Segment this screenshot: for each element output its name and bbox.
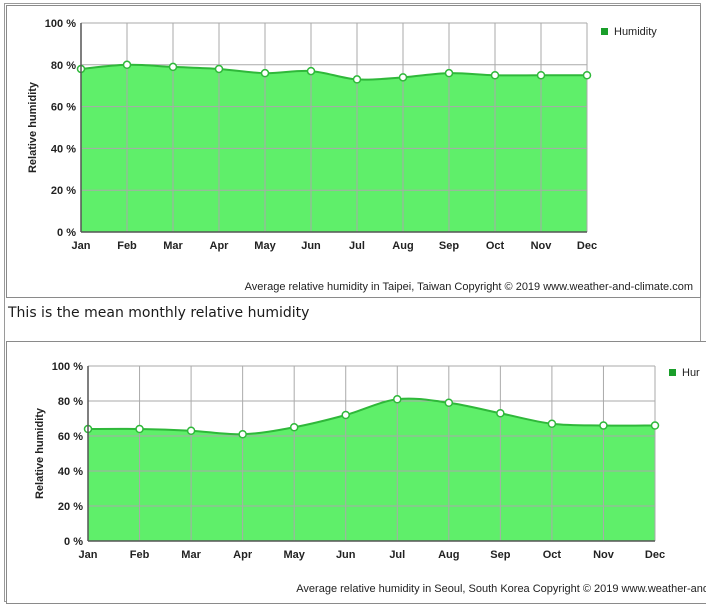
x-tick-label: Sep [490, 549, 510, 561]
data-point [582, 71, 592, 80]
x-tick-label: Jun [301, 240, 321, 252]
data-point [214, 64, 224, 74]
data-point [398, 73, 408, 82]
x-tick-label: Apr [210, 240, 230, 252]
taipei-humidity-chart-panel: 0 % 20 % 40 % 60 % 80 % 100 % Jan Feb Mar Apr May J… [6, 5, 701, 298]
y-tick-label: 80 % [58, 396, 83, 408]
x-tick-label: Oct [486, 240, 505, 252]
data-point [122, 60, 132, 70]
data-point [444, 398, 454, 407]
between-text: This is the mean monthly relative humidi… [8, 305, 310, 321]
data-point [289, 423, 299, 432]
caption-and-copyright: Average relative humidity in Taipei, Tai… [245, 281, 693, 293]
data-point [168, 62, 178, 72]
x-tick-label: Oct [543, 549, 562, 561]
humidity-line [87, 397, 656, 436]
x-tick-label: Sep [439, 240, 459, 252]
data-point [306, 66, 316, 76]
legend-label: Humidity [614, 26, 657, 38]
y-tick-label: 60 % [51, 102, 76, 114]
x-tick-label: Dec [577, 240, 597, 252]
x-tick-label: Dec [645, 549, 665, 561]
x-tick-label: Mar [163, 240, 183, 252]
y-tick-label: 60 % [58, 431, 83, 443]
y-tick-label: 20 % [51, 185, 76, 197]
data-point [260, 68, 270, 78]
x-tick-label: Feb [117, 240, 137, 252]
x-tick-label: Jan [79, 549, 98, 561]
data-point [186, 426, 196, 435]
data-point [341, 410, 350, 420]
x-tick-label: Aug [438, 549, 459, 561]
x-tick-label: Jul [349, 240, 365, 252]
y-tick-label: 100 % [45, 18, 76, 30]
x-tick-label: Nov [531, 240, 553, 252]
y-tick-label: 20 % [58, 501, 83, 513]
y-tick-label: 80 % [51, 60, 76, 72]
y-tick-label: 0 % [57, 227, 76, 239]
seoul-humidity-chart: 0 % 20 % 40 % 60 % 80 % 100 % Jan Feb Mar Apr May J… [34, 361, 706, 595]
x-tick-label: Feb [130, 549, 150, 561]
data-point [135, 424, 144, 434]
y-tick-label: 40 % [58, 466, 83, 478]
data-point [536, 71, 546, 80]
x-tick-label: Apr [233, 549, 253, 561]
y-tick-label: 100 % [52, 361, 83, 373]
legend-swatch [669, 369, 676, 376]
legend-label: Hur [682, 367, 700, 379]
data-point [444, 68, 454, 78]
x-tick-label: Jul [389, 549, 405, 561]
data-point [496, 409, 505, 418]
y-tick-label: 0 % [64, 536, 83, 548]
x-tick-label: Jun [336, 549, 356, 561]
x-tick-label: Jan [72, 240, 91, 252]
x-tick-label: May [283, 549, 305, 561]
data-point [393, 395, 402, 404]
data-point [238, 430, 247, 439]
x-tick-label: Aug [392, 240, 413, 252]
data-point [547, 419, 557, 428]
x-tick-label: May [254, 240, 276, 252]
y-tick-label: 40 % [51, 143, 76, 155]
data-point [650, 421, 660, 430]
x-tick-label: Mar [181, 549, 201, 561]
data-point [490, 71, 500, 80]
seoul-humidity-chart-panel: 0 % 20 % 40 % 60 % 80 % 100 % Jan Feb Mar Apr May J… [6, 341, 706, 604]
caption-and-copyright: Average relative humidity in Seoul, Sout… [296, 583, 706, 595]
y-axis-title: Relative humidity [27, 81, 39, 173]
taipei-humidity-chart: 0 % 20 % 40 % 60 % 80 % 100 % Jan Feb Mar Apr May J… [27, 18, 693, 293]
legend-swatch [601, 28, 608, 35]
data-point [599, 421, 608, 430]
data-point [352, 75, 362, 84]
y-axis-title: Relative humidity [34, 407, 46, 499]
x-tick-label: Nov [593, 549, 615, 561]
